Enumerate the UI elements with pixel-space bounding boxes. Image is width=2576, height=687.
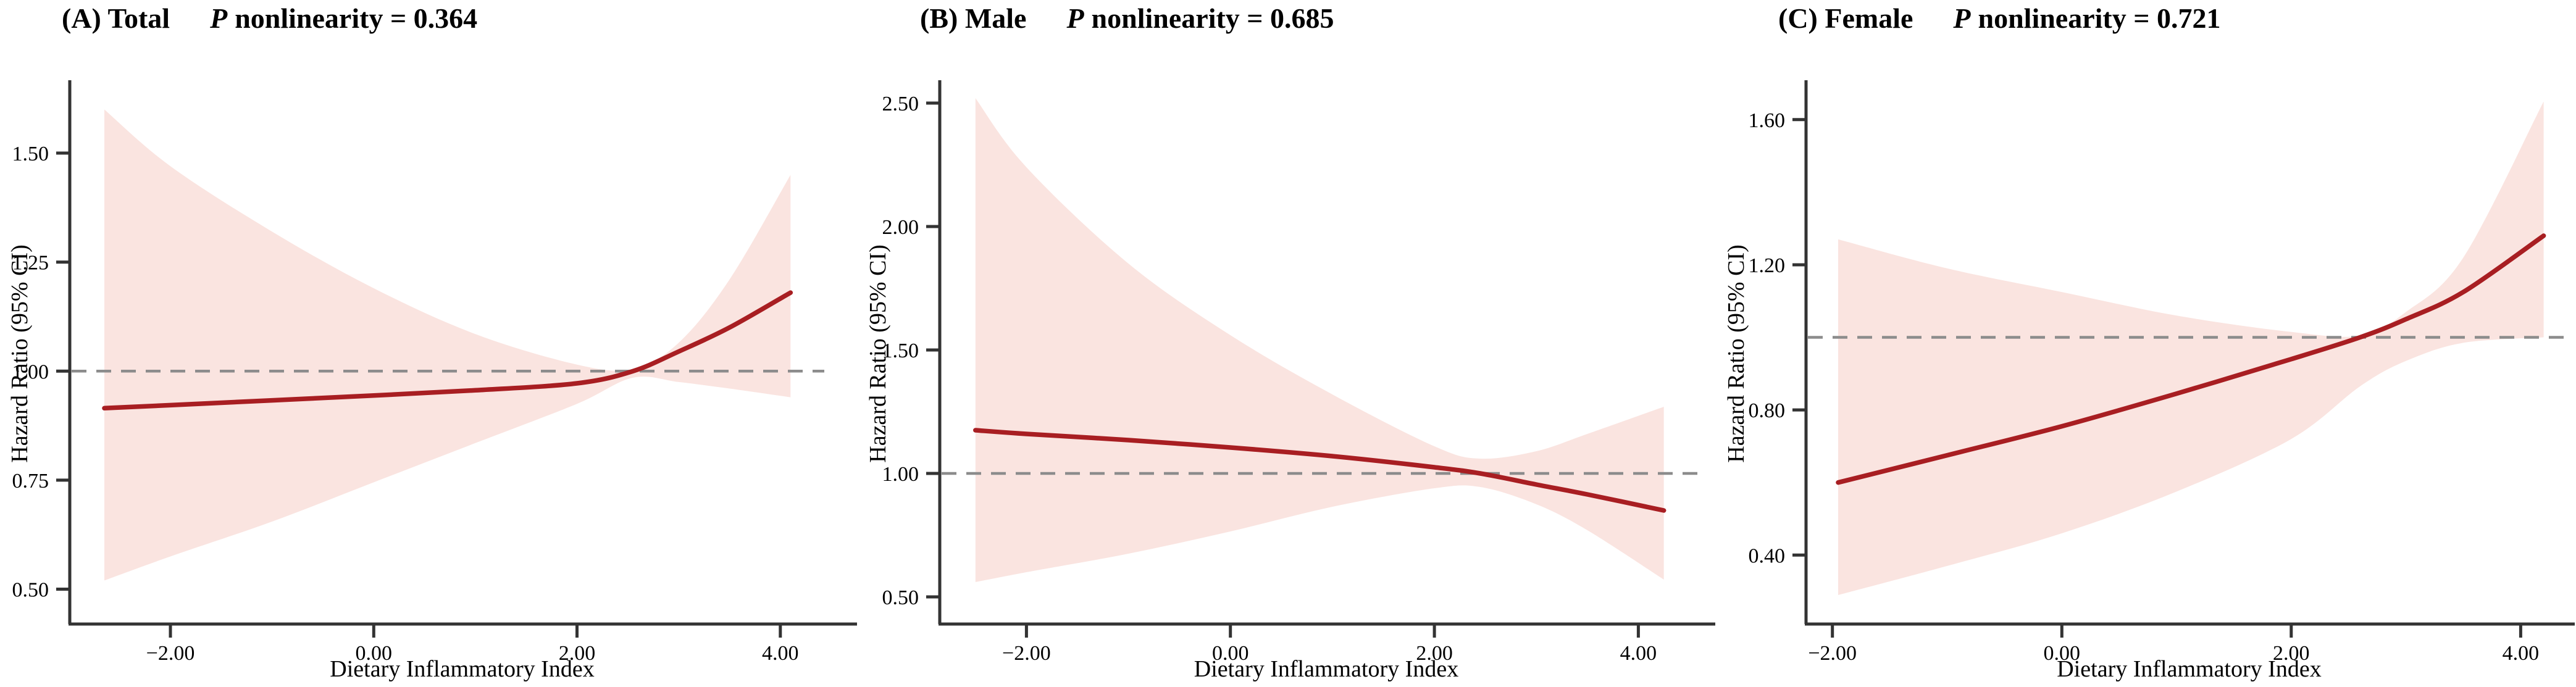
confidence-band [1838, 101, 2544, 595]
y-tick-label: 0.75 [12, 470, 49, 493]
x-tick-label: −2.00 [1002, 642, 1051, 665]
y-tick-label: 1.00 [882, 463, 919, 486]
p-symbol: P [1953, 2, 1971, 34]
hazard-ratio-spline [102, 290, 793, 411]
p-value-text: nonlinearity = 0.721 [1978, 2, 2221, 34]
panel-label: (B) Male [920, 2, 1027, 34]
y-tick-label: 2.00 [882, 216, 919, 239]
spline-plot-svg-male: 0.50 1.00 1.50 2.00 2.50 −2.00 0.00 2.00 4.00 Die… [865, 80, 1715, 682]
x-tick-label: 4.00 [762, 642, 799, 665]
spline-plot-svg-total: 0.50 0.75 1.00 1.25 1.50 −2.00 0.00 2.00 4.00 Die… [7, 80, 857, 682]
y-tick-label: 1.00 [12, 360, 49, 383]
hazard-ratio-spline [973, 428, 1666, 513]
y-axis-label: Hazard Ratio (95% CI) [7, 244, 33, 463]
y-axis-label: Hazard Ratio (95% CI) [1723, 244, 1749, 463]
confidence-band [104, 109, 791, 581]
y-axis-label: Hazard Ratio (95% CI) [865, 244, 891, 463]
p-value-text: nonlinearity = 0.685 [1091, 2, 1334, 34]
x-tick-label: 4.00 [1620, 642, 1657, 665]
y-tick-label: 1.20 [1749, 254, 1786, 277]
x-tick-label: 2.00 [2273, 642, 2310, 665]
hazard-ratio-spline [1836, 233, 2546, 485]
y-tick-label: 0.50 [882, 586, 919, 609]
x-tick-label: 0.00 [2044, 642, 2081, 665]
p-symbol: P [1066, 2, 1084, 34]
y-tick-label: 0.50 [12, 579, 49, 602]
x-axis-label: Dietary Inflammatory Index [1194, 656, 1458, 682]
y-tick-label: 1.25 [12, 252, 49, 275]
y-tick-label: 1.60 [1749, 109, 1786, 132]
x-tick-label: 2.00 [559, 642, 596, 665]
panel-label: (A) Total [62, 2, 170, 34]
y-tick-label: 2.50 [882, 93, 919, 115]
x-tick-label: 2.00 [1416, 642, 1453, 665]
x-tick-label: −2.00 [146, 642, 195, 665]
x-axis-label: Dietary Inflammatory Index [2057, 656, 2321, 682]
panel-label: (C) Female [1778, 2, 1913, 34]
x-tick-label: 0.00 [1212, 642, 1249, 665]
y-tick-label: 0.40 [1749, 544, 1786, 567]
x-tick-label: 0.00 [356, 642, 393, 665]
y-tick-label: 1.50 [882, 339, 919, 362]
spline-plot-svg-female: 0.40 0.80 1.20 1.60 −2.00 0.00 2.00 4.00 Dietary… [1723, 80, 2575, 682]
x-axis-label: Dietary Inflammatory Index [330, 656, 594, 682]
x-tick-label: 4.00 [2503, 642, 2540, 665]
confidence-band [975, 98, 1664, 582]
y-tick-label: 1.50 [12, 143, 49, 165]
x-tick-label: −2.00 [1808, 642, 1857, 665]
p-value-text: nonlinearity = 0.364 [235, 2, 478, 34]
p-symbol: P [210, 2, 228, 34]
y-tick-label: 0.80 [1749, 399, 1786, 422]
